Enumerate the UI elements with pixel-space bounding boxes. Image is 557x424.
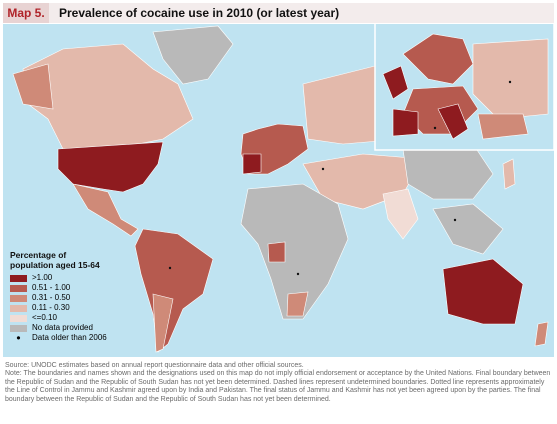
source: Source: UNODC estimates based on annual …: [5, 362, 304, 369]
legend-label: 0.11 - 0.30: [32, 303, 70, 312]
legend-item: No data provided: [10, 323, 135, 333]
legend-swatch: [10, 274, 27, 282]
legend-item: 0.31 - 0.50: [10, 293, 135, 303]
legend-item: • Data older than 2006: [10, 331, 135, 345]
header: Map 5. Prevalence of cocaine use in 2010…: [3, 3, 554, 23]
legend-item: >1.00: [10, 273, 135, 283]
legend-swatch: [10, 284, 27, 292]
map-title: Prevalence of cocaine use in 2010 (or la…: [59, 6, 340, 20]
legend-item: 0.11 - 0.30: [10, 303, 135, 313]
legend-item: <=0.10: [10, 313, 135, 323]
legend-item: 0.51 - 1.00: [10, 283, 135, 293]
legend-title: Percentage of population aged 15-64: [10, 250, 100, 270]
legend-label: 0.51 - 1.00: [32, 283, 71, 292]
map: [3, 24, 554, 357]
map-label: Map 5.: [3, 3, 49, 23]
footnote: Source: UNODC estimates based on annual …: [5, 362, 553, 404]
legend-label: >1.00: [32, 273, 53, 282]
europe-inset: [374, 24, 554, 151]
note: Note: The boundaries and names shown and…: [5, 370, 551, 403]
legend-swatch: [10, 304, 27, 312]
legend: Percentage of population aged 15-64 >1.0…: [10, 250, 135, 345]
legend-items: >1.00 0.51 - 1.00 0.31 - 0.50 0.11 - 0.30 <=…: [10, 273, 135, 345]
legend-label: No data provided: [32, 323, 93, 332]
legend-label: <=0.10: [32, 313, 57, 322]
legend-swatch: [10, 324, 27, 332]
legend-dot: •: [16, 331, 21, 345]
legend-label: 0.31 - 0.50: [32, 293, 71, 302]
legend-swatch: [10, 294, 27, 302]
legend-swatch: [10, 314, 27, 322]
legend-label: Data older than 2006: [32, 333, 107, 342]
